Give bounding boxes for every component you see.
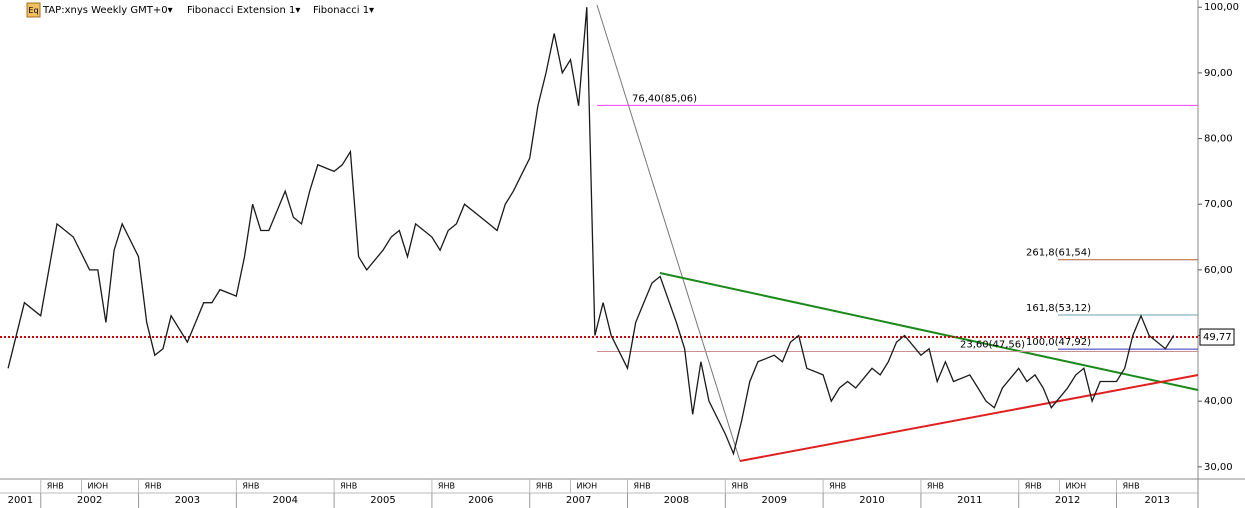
- x-tick-label: ЯНВ: [438, 482, 455, 491]
- trend-line: [659, 272, 1199, 391]
- y-tick-label: 90,00: [1204, 68, 1233, 79]
- year-label: 2002: [77, 495, 102, 506]
- x-tick-label: ЯНВ: [145, 482, 162, 491]
- year-label: 2006: [468, 495, 493, 506]
- x-tick-label: ЯНВ: [829, 482, 846, 491]
- icon[interactable]: [26, 2, 41, 18]
- x-tick-label: ЯНВ: [47, 482, 64, 491]
- x-tick-label: ЯНВ: [340, 482, 357, 491]
- x-tick-label: ЯНВ: [1123, 482, 1140, 491]
- last-price-box: [1199, 328, 1235, 346]
- year-label: 2005: [370, 495, 395, 506]
- fib-label: 23,60(47,56): [960, 340, 1025, 351]
- y-tick-label: 30,00: [1204, 462, 1233, 473]
- tool-menu[interactable]: Fibonacci Extension 1▾: [187, 5, 300, 16]
- x-tick-label: ЯНВ: [1025, 482, 1042, 491]
- tool-menu[interactable]: Fibonacci 1▾: [313, 5, 374, 16]
- y-tick-label: 40,00: [1204, 396, 1233, 407]
- year-label: 2001: [8, 495, 33, 506]
- fib-label: 100,0(47,92): [1026, 337, 1091, 348]
- price-line: [7, 7, 1175, 456]
- year-label: 2011: [957, 495, 982, 506]
- fib-label: 261,8(61,54): [1026, 248, 1091, 259]
- y-tick-label: 60,00: [1204, 265, 1233, 276]
- x-tick-label: ЯНВ: [634, 482, 651, 491]
- x-tick-label: ИЮН: [87, 482, 108, 491]
- year-label: 2003: [175, 495, 200, 506]
- x-tick-label: ЯНВ: [927, 482, 944, 491]
- fib-line: [596, 4, 741, 462]
- x-tick-label: ИЮН: [576, 482, 597, 491]
- fib-label: 76,40(85,06): [632, 93, 697, 104]
- y-tick-label: 70,00: [1204, 199, 1233, 210]
- year-label: 2009: [761, 495, 786, 506]
- year-label: 2012: [1055, 495, 1080, 506]
- fib-label: 161,8(53,12): [1026, 303, 1091, 314]
- trend-line: [739, 374, 1199, 462]
- year-label: 2010: [859, 495, 884, 506]
- y-tick-label: 80,00: [1204, 134, 1233, 145]
- year-label: 2008: [664, 495, 689, 506]
- x-tick-label: ЯНВ: [536, 482, 553, 491]
- x-tick-label: ИЮН: [1065, 482, 1086, 491]
- last-price-label: 49,77: [1203, 332, 1232, 343]
- year-label: 2007: [566, 495, 591, 506]
- x-tick-label: ЯНВ: [731, 482, 748, 491]
- year-label: 2013: [1145, 495, 1170, 506]
- y-tick-label: 100,00: [1204, 2, 1239, 13]
- year-label: 2004: [273, 495, 298, 506]
- x-tick-label: ЯНВ: [242, 482, 259, 491]
- symbol-menu[interactable]: TAP:xnys Weekly GMT+0▾: [42, 5, 173, 16]
- icon-text[interactable]: Eq: [28, 6, 38, 15]
